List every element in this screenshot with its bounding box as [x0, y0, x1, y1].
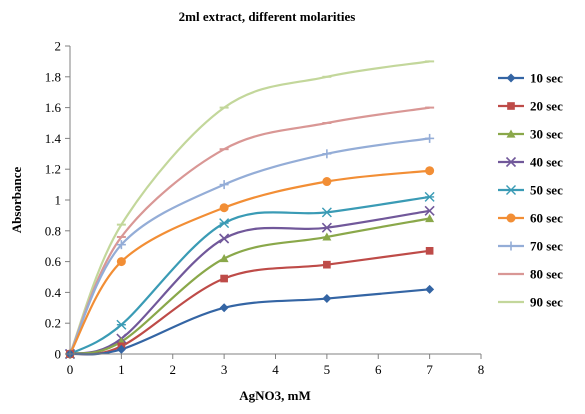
legend-label: 40 sec	[530, 155, 563, 170]
legend-label: 70 sec	[530, 239, 563, 254]
y-tick-label: 0.2	[45, 316, 61, 331]
data-point-60-sec	[219, 203, 229, 213]
x-axis-label: AgNO3, mM	[239, 388, 311, 403]
legend-label: 90 sec	[530, 295, 563, 310]
legend-marker	[505, 156, 517, 168]
data-point-50-sec	[219, 218, 230, 229]
y-tick-label: 0	[55, 347, 62, 362]
legend-marker	[507, 102, 515, 110]
series-line-10-sec	[69, 288, 430, 356]
data-point-20-sec	[425, 246, 434, 255]
legend-label: 80 sec	[530, 267, 563, 282]
data-point-10-sec	[116, 344, 126, 354]
data-point-20-sec	[323, 260, 331, 269]
legend-label: 50 sec	[530, 183, 563, 198]
data-point-50-sec	[321, 207, 332, 218]
x-axis-ticks: 0 1 2 3 4 5 6 7 8	[67, 354, 485, 377]
data-point-20-sec	[220, 274, 228, 283]
data-point-40-sec	[424, 205, 435, 216]
x-tick-label: 8	[478, 362, 485, 377]
legend-label: 30 sec	[530, 127, 563, 142]
data-point-70-sec	[219, 180, 229, 190]
series-lines	[68, 60, 430, 356]
series-markers	[64, 60, 435, 360]
data-point-40-sec	[321, 222, 332, 233]
y-tick-label: 1	[55, 193, 62, 208]
data-point-60-sec	[322, 177, 332, 187]
y-axis-label: Absorbance	[9, 167, 24, 234]
series-line-30-sec	[69, 217, 430, 356]
chart-title: 2ml extract, different molarities	[179, 9, 356, 24]
y-tick-label: 2	[55, 39, 62, 54]
x-tick-label: 5	[324, 362, 331, 377]
y-tick-label: 1.8	[45, 69, 61, 84]
legend-label: 10 sec	[530, 71, 563, 86]
y-tick-label: 1.4	[45, 131, 62, 146]
data-point-50-sec	[424, 191, 435, 202]
y-tick-label: 0.6	[45, 254, 62, 269]
x-tick-label: 7	[426, 362, 433, 377]
data-point-50-sec	[116, 319, 127, 330]
x-tick-label: 6	[375, 362, 382, 377]
data-point-10-sec	[425, 284, 435, 294]
y-tick-label: 1.2	[45, 162, 61, 177]
y-tick-label: 0.8	[45, 223, 61, 238]
data-point-70-sec	[116, 240, 126, 250]
legend-marker	[506, 213, 516, 223]
legend-marker	[506, 129, 516, 138]
series-line-90-sec	[68, 60, 430, 355]
data-point-60-sec	[116, 257, 126, 267]
x-tick-label: 1	[118, 362, 125, 377]
data-point-70-sec	[322, 149, 332, 159]
data-point-40-sec	[219, 233, 230, 244]
x-tick-label: 2	[170, 362, 177, 377]
data-point-10-sec	[219, 303, 229, 313]
legend-marker	[506, 73, 516, 83]
legend-label: 60 sec	[530, 211, 563, 226]
legend-label: 20 sec	[530, 99, 563, 114]
y-tick-label: 0.4	[45, 285, 62, 300]
y-tick-label: 1.6	[45, 100, 62, 115]
data-point-30-sec	[425, 213, 435, 223]
data-point-10-sec	[322, 294, 332, 304]
legend: 10 sec 20 sec 30 sec 40 sec 50 sec 60 sec 70 s…	[498, 71, 563, 310]
x-tick-label: 3	[221, 362, 228, 377]
data-point-30-sec	[219, 254, 229, 263]
data-point-70-sec	[425, 133, 435, 143]
legend-marker	[506, 241, 516, 251]
x-tick-label: 0	[67, 362, 74, 377]
legend-marker	[506, 185, 516, 195]
data-point-30-sec	[322, 232, 332, 241]
y-axis-ticks: 0 0.2 0.4 0.6 0.8 1 1.2 1.4 1.6 1.8 2	[45, 39, 70, 362]
data-point-60-sec	[425, 166, 435, 176]
x-tick-label: 4	[272, 362, 279, 377]
